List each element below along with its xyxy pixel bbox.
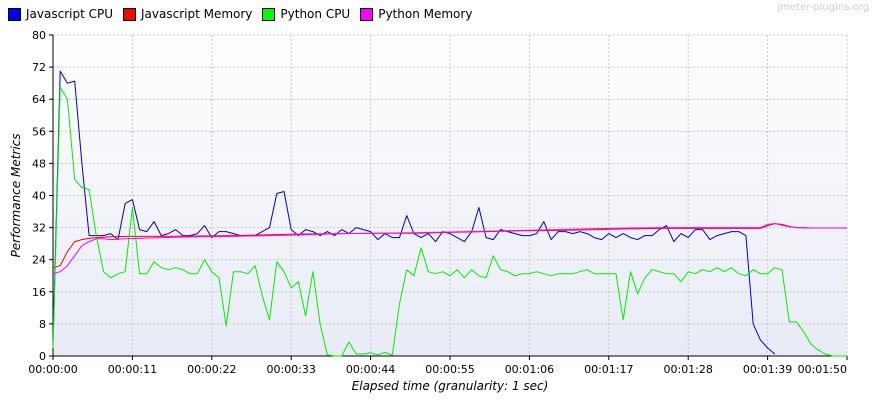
axes: 0 8 16 24 32 40 48 56 64 72 80 00:00:00 00:00:11 00:0…	[28, 29, 848, 376]
legend-swatch-javascript-cpu	[8, 7, 21, 21]
y-tick-label: 40	[32, 190, 46, 203]
x-tick-label: 00:00:11	[108, 363, 157, 376]
legend-item-javascript-cpu: Javascript CPU	[8, 7, 113, 21]
x-tick-label: 00:01:28	[663, 363, 712, 376]
x-tick-label: 00:00:55	[425, 363, 474, 376]
x-tick-label: 00:01:06	[505, 363, 554, 376]
legend-item-python-cpu: Python CPU	[262, 7, 350, 21]
legend-swatch-javascript-memory	[123, 7, 136, 21]
x-tick-label: 00:00:22	[187, 363, 236, 376]
x-axis-title: Elapsed time (granularity: 1 sec)	[352, 379, 549, 393]
legend-label-python-memory: Python Memory	[378, 7, 473, 21]
y-tick-label: 8	[39, 318, 46, 331]
x-tick-label: 00:01:50	[798, 363, 847, 376]
legend-label-javascript-cpu: Javascript CPU	[26, 7, 113, 21]
legend-label-javascript-memory: Javascript Memory	[141, 7, 253, 21]
y-tick-label: 80	[32, 29, 46, 42]
y-tick-label: 24	[32, 254, 46, 267]
legend-item-javascript-memory: Javascript Memory	[123, 7, 252, 21]
y-tick-label: 72	[32, 61, 46, 74]
legend-label-python-cpu: Python CPU	[280, 7, 351, 21]
x-tick-label: 00:00:44	[346, 363, 395, 376]
legend-item-python-memory: Python Memory	[360, 7, 472, 21]
y-tick-label: 16	[32, 286, 46, 299]
x-tick-label: 00:01:17	[584, 363, 633, 376]
legend-swatch-python-cpu	[262, 7, 276, 21]
x-tick-label: 00:01:39	[743, 363, 792, 376]
y-tick-label: 56	[32, 125, 46, 138]
y-tick-label: 0	[39, 350, 46, 363]
y-tick-label: 48	[32, 157, 46, 170]
series-line-python-memory	[52, 223, 847, 275]
x-tick-label: 00:00:33	[266, 363, 315, 376]
y-tick-label: 32	[32, 222, 46, 235]
series-line-python-cpu	[52, 86, 847, 357]
x-tick-label: 00:00:00	[28, 363, 77, 376]
legend-swatch-python-memory	[360, 7, 374, 21]
y-axis-title: Performance Metrics	[9, 133, 23, 257]
watermark: jmeter-plugins.org	[777, 2, 869, 13]
series-lines	[52, 70, 847, 357]
y-tick-label: 64	[32, 93, 46, 106]
legend: Javascript CPU Javascript Memory Python …	[8, 7, 472, 21]
